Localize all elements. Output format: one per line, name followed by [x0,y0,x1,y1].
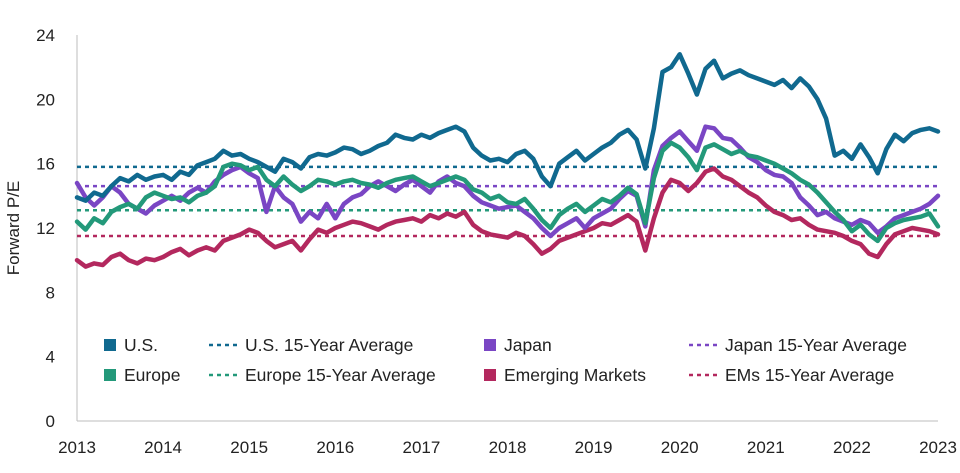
legend: U.S. U.S. 15-Year Average Japan Japan 15-Ye… [104,335,907,385]
y-axis-label: Forward P/E [4,181,23,275]
legend-item-europe: Europe [104,365,180,385]
x-tick-2014: 2014 [144,438,182,457]
legend-item-u-s: U.S. [104,335,158,355]
x-tick-2020: 2020 [661,438,699,457]
legend-label-europe-15-year-average: Europe 15-Year Average [245,365,436,385]
legend-swatch-japan [484,339,496,351]
legend-label-ems-15-year-average: EMs 15-Year Average [725,365,894,385]
y-tick-8: 8 [46,283,55,302]
legend-item-europe-15-year-average: Europe 15-Year Average [209,365,436,385]
legend-label-emerging-markets: Emerging Markets [504,365,646,385]
x-tick-2015: 2015 [230,438,268,457]
x-tick-2021: 2021 [747,438,785,457]
y-tick-24: 24 [36,26,55,45]
y-tick-0: 0 [46,412,55,431]
legend-swatch-europe [104,369,116,381]
legend-swatch-emerging-markets [484,369,496,381]
japan-series-line [74,124,941,239]
x-tick-2017: 2017 [402,438,440,457]
x-tick-2013: 2013 [58,438,96,457]
legend-label-u-s: U.S. [124,335,158,355]
u-s-series-line [74,52,941,203]
legend-label-europe: Europe [124,365,180,385]
y-tick-4: 4 [46,348,55,367]
x-tick-2018: 2018 [489,438,527,457]
legend-item-japan-15-year-average: Japan 15-Year Average [689,335,907,355]
legend-label-japan: Japan [504,335,552,355]
legend-item-emerging-markets: Emerging Markets [484,365,646,385]
x-tick-2019: 2019 [575,438,613,457]
x-tick-2023: 2023 [919,438,957,457]
legend-item-japan: Japan [484,335,552,355]
x-tick-2016: 2016 [316,438,354,457]
legend-item-u-s-15-year-average: U.S. 15-Year Average [209,335,413,355]
y-tick-16: 16 [36,155,55,174]
europe-series-line [74,140,941,244]
x-tick-labels: 2013 2014 2015 2016 2017 2018 2019 2020 2021 2022… [58,438,957,457]
x-tick-2022: 2022 [833,438,871,457]
y-tick-labels: 0 4 8 12 16 20 24 [36,26,55,431]
data-series [74,52,941,269]
y-tick-20: 20 [36,90,55,109]
emerging-markets-series-line [74,166,941,269]
legend-label-japan-15-year-average: Japan 15-Year Average [725,335,907,355]
legend-label-u-s-15-year-average: U.S. 15-Year Average [245,335,413,355]
y-tick-12: 12 [36,219,55,238]
legend-item-ems-15-year-average: EMs 15-Year Average [689,365,894,385]
legend-swatch-u-s [104,339,116,351]
